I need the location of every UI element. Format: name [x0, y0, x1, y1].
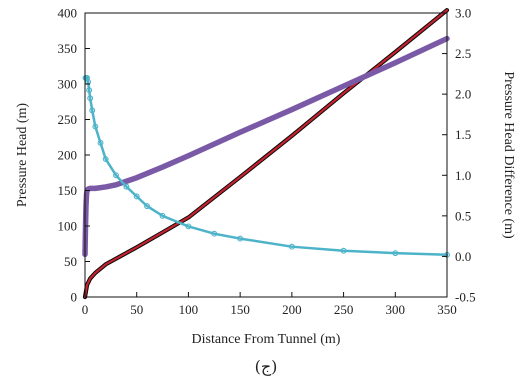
x-tick-label: 150 [230, 302, 250, 317]
y-right-tick-label: 2.0 [455, 87, 471, 102]
y-left-axis-label: Pressure Head (m) [15, 103, 30, 208]
series-point-3 [185, 223, 192, 230]
series-point-3 [89, 107, 96, 114]
y-left-tick-label: 100 [58, 219, 78, 234]
series-point-3 [144, 203, 151, 210]
y-right-tick-label: 0.5 [455, 208, 471, 223]
x-tick-label: 0 [82, 302, 89, 317]
y-left-tick-label: 250 [58, 112, 78, 127]
y-right-tick-label: 1.0 [455, 168, 471, 183]
series-point-3 [133, 193, 140, 200]
series-point-3 [340, 247, 347, 254]
y-left-tick-label: 200 [58, 148, 78, 163]
series-point-3 [87, 95, 94, 102]
y-right-tick-label: 3.0 [455, 6, 471, 21]
figure-caption: (ج) [255, 357, 278, 376]
series-point-3 [288, 243, 295, 250]
x-tick-label: 50 [130, 302, 143, 317]
series-layer [82, 8, 450, 300]
series-point-3 [86, 87, 93, 94]
x-axis-label: Distance From Tunnel (m) [192, 332, 341, 347]
y-left-tick-label: 300 [58, 77, 78, 92]
y-left-axis-ticks: 0 50 100 150 200 250 300 350 400 [58, 6, 90, 305]
series-line-3 [84, 76, 449, 257]
x-tick-label: 250 [334, 302, 354, 317]
x-tick-label: 100 [179, 302, 199, 317]
y-right-tick-label: 1.5 [455, 127, 471, 142]
series-point-3 [97, 139, 104, 146]
series-point-3 [123, 183, 130, 190]
y-left-tick-label: 50 [64, 254, 77, 269]
series-point-3 [113, 172, 119, 179]
x-tick-label: 300 [386, 302, 406, 317]
series-point-3 [159, 212, 166, 219]
y-right-tick-label: -0.5 [455, 290, 476, 305]
series-point-3 [92, 123, 99, 130]
series-point-3 [237, 235, 244, 242]
series-line-2 [82, 35, 450, 258]
series-line-1 [83, 9, 449, 299]
y-left-tick-label: 350 [58, 41, 78, 56]
y-right-axis-ticks: -0.5 0.0 0.5 1.0 1.5 2.0 2.5 3.0 [442, 6, 476, 305]
y-right-tick-label: 0.0 [455, 249, 471, 264]
y-left-tick-label: 0 [71, 290, 78, 305]
y-right-axis-label: Pressure Head Difference (m) [501, 71, 516, 239]
series-point-3 [102, 156, 109, 163]
series-point-3 [392, 250, 399, 257]
y-left-tick-label: 150 [58, 183, 78, 198]
y-left-tick-label: 400 [58, 6, 78, 21]
x-tick-label: 200 [282, 302, 302, 317]
x-tick-label: 350 [437, 302, 457, 317]
x-axis-ticks: 0 50 100 150 200 250 300 350 [82, 292, 457, 317]
y-right-tick-label: 2.5 [455, 46, 471, 61]
series-point-3 [211, 230, 218, 237]
